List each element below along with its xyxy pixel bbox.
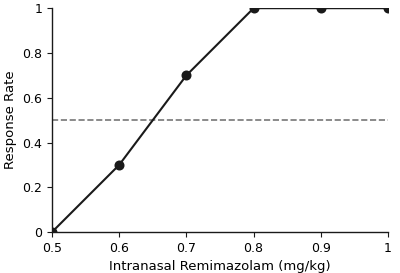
X-axis label: Intranasal Remimazolam (mg/kg): Intranasal Remimazolam (mg/kg) (109, 260, 331, 273)
Y-axis label: Response Rate: Response Rate (4, 71, 17, 170)
